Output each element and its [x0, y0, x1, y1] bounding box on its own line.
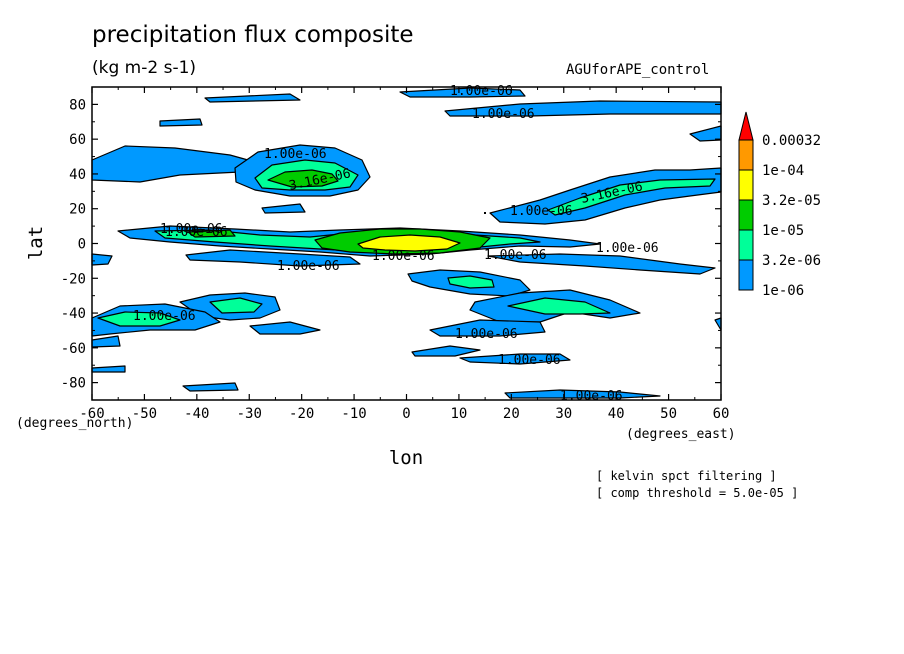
contour-region — [714, 317, 722, 331]
x-tick-label: -30 — [237, 406, 262, 422]
contour-region — [159, 118, 203, 127]
x-tick-label: 30 — [555, 406, 572, 422]
contour-region — [187, 229, 236, 238]
x-tick-label: 40 — [608, 406, 625, 422]
contour-region — [447, 275, 495, 289]
y-tick-label: -40 — [61, 306, 86, 322]
contour-label: 1.00e-06 — [264, 147, 327, 162]
x-tick-label: 10 — [450, 406, 467, 422]
contour-region — [97, 311, 181, 327]
legend-swatch — [738, 259, 754, 291]
legend-label: 1e-06 — [762, 283, 804, 299]
run-label: AGUforAPE_control — [566, 62, 710, 78]
x-tick-label: 0 — [402, 406, 410, 422]
y-tick-label: 60 — [69, 132, 86, 148]
contour-region — [91, 145, 249, 183]
y-tick-label: -60 — [61, 341, 86, 357]
contour-region — [507, 297, 611, 315]
contour-region — [91, 335, 121, 348]
threshold-note: [ comp threshold = 5.0e-05 ] — [596, 486, 799, 500]
legend-label: 3.2e-05 — [762, 193, 821, 209]
contour-region — [399, 87, 526, 98]
x-tick-label: 20 — [503, 406, 520, 422]
contour-labels: 1.00e-061.00e-061.00e-063.16e-06 3.16e-06… — [133, 84, 659, 404]
contour-label: 1.00e-06 — [510, 204, 573, 219]
legend-swatch — [738, 199, 754, 231]
contour-region — [91, 365, 126, 373]
y-tick-label: 40 — [69, 167, 86, 183]
contour-label: 1.00e-06 — [484, 248, 547, 263]
x-axis-units: (degrees_east) — [626, 427, 736, 442]
contour-label: 1.00e-06 — [455, 327, 518, 342]
contour-label: 1.00e-06 — [498, 353, 561, 368]
legend-label: 1e-05 — [762, 223, 804, 239]
x-tick-label: -20 — [289, 406, 314, 422]
contour-region — [91, 253, 113, 266]
y-tick-label: 20 — [69, 202, 86, 218]
contour-dot — [484, 212, 486, 214]
contour-fills — [91, 87, 722, 399]
legend-swatch — [738, 111, 754, 141]
contour-region — [261, 203, 306, 214]
contour-region — [429, 319, 546, 337]
x-tick-label: -60 — [79, 406, 104, 422]
legend-label: 3.2e-06 — [762, 253, 821, 269]
contour-label: 1.00e-06 — [372, 249, 435, 264]
contour-region — [357, 234, 461, 252]
legend-label: 1e-04 — [762, 163, 804, 179]
contour-region — [487, 253, 716, 275]
y-axis-label: lat — [25, 226, 47, 260]
contour-region — [547, 178, 716, 216]
contour-label: 1.00e-06 — [472, 107, 535, 122]
contour-label: 1.00e-06 — [133, 309, 196, 324]
y-axis-units: (degrees_north) — [16, 416, 133, 431]
legend-swatch — [738, 139, 754, 171]
chart-title: precipitation flux composite — [92, 22, 414, 48]
contour-region — [185, 249, 361, 267]
legend-swatch — [738, 229, 754, 261]
contour-label: 1.00e-06 — [160, 222, 223, 237]
contour-region — [249, 321, 321, 335]
contour-region — [182, 382, 239, 392]
contour-region — [504, 389, 661, 399]
contour-region — [459, 353, 571, 365]
x-tick-label: 60 — [713, 406, 730, 422]
y-tick-label: -80 — [61, 376, 86, 392]
plot-frame: -60 -50 -40 -30 -20 -10 0 10 20 30 40 50 60 80 60 40 20 0… — [61, 86, 730, 422]
legend-label: 0.00032 — [762, 133, 821, 149]
contour-region — [267, 169, 339, 188]
legend-swatch — [738, 169, 754, 201]
filter-note: [ kelvin spct filtering ] — [596, 469, 777, 483]
chart-subtitle: (kg m-2 s-1) — [92, 58, 197, 78]
contour-label: 1.00e-06 — [596, 241, 659, 256]
contour-label: 1.00e-06 — [165, 225, 228, 240]
color-legend: 0.00032 1e-04 3.2e-05 1e-05 3.2e-06 1e-06 — [738, 111, 821, 299]
y-tick-label: 80 — [69, 97, 86, 113]
x-tick-label: -10 — [341, 406, 366, 422]
x-tick-label: -50 — [132, 406, 157, 422]
contour-label: 1.00e-06 — [277, 259, 340, 274]
y-tick-label: 0 — [78, 237, 86, 253]
x-tick-label: -40 — [184, 406, 209, 422]
contour-region — [411, 345, 481, 357]
x-axis-label: lon — [389, 447, 423, 469]
x-tick-label: 50 — [660, 406, 677, 422]
contour-region — [204, 93, 301, 103]
contour-label: 1.00e-06 — [560, 389, 623, 404]
contour-region — [209, 297, 263, 314]
y-tick-label: -20 — [61, 271, 86, 287]
